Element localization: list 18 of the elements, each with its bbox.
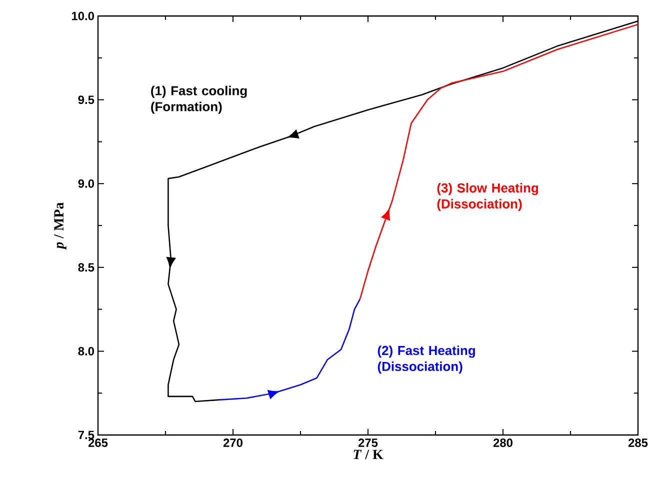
text: (1) Fast cooling (Formation) [151, 86, 247, 114]
line-series [359, 24, 638, 300]
y-axis-title: p / MPa [54, 202, 66, 250]
x-tick-label: 270 [223, 438, 242, 447]
text: (2) Fast Heating (Dissociation) [378, 346, 475, 374]
y-tick-label: 8.0 [78, 346, 94, 356]
y-tick-label: 7.5 [78, 430, 94, 440]
y-tick-label: 9.0 [78, 179, 94, 188]
x-axis-title: T / K [354, 450, 384, 460]
line-series [218, 298, 361, 400]
text: (3) Slow Heating (Dissociation) [437, 182, 538, 212]
x-tick-label: 285 [628, 438, 648, 447]
y-tick-label: 8.5 [78, 263, 94, 272]
y-tick-label: 9.5 [78, 96, 94, 104]
y-tick-label: 10.0 [72, 12, 94, 20]
x-tick-label: 280 [493, 438, 512, 447]
x-tick-label: 275 [358, 438, 378, 447]
x-tick-label: 265 [88, 438, 108, 447]
